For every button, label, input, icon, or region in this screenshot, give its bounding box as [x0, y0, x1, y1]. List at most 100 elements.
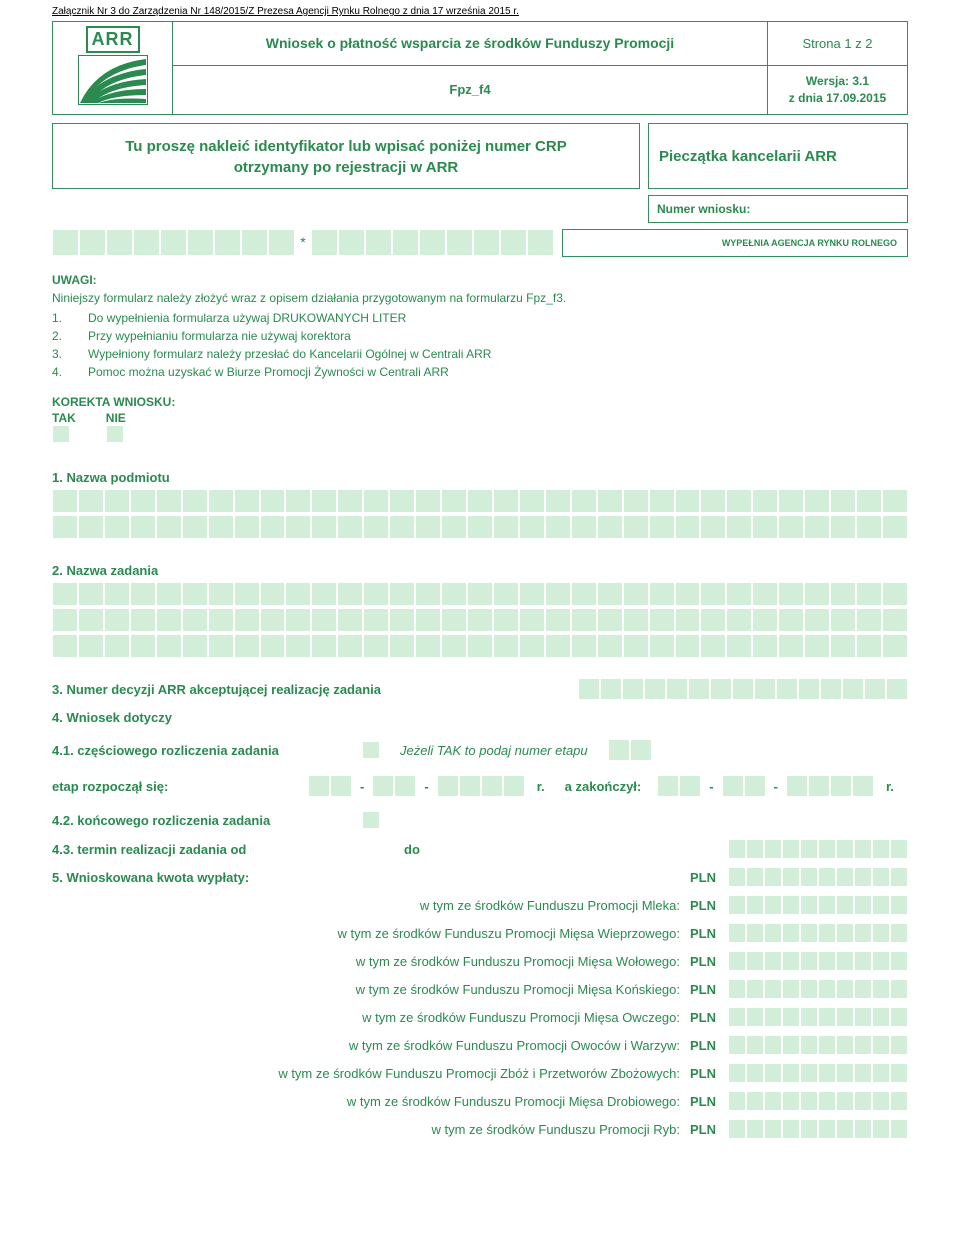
- input-cell[interactable]: [890, 979, 908, 999]
- input-cell[interactable]: [700, 582, 726, 606]
- input-cell[interactable]: [856, 515, 882, 539]
- input-cell[interactable]: [800, 923, 818, 943]
- input-cell[interactable]: [872, 839, 890, 859]
- input-cell[interactable]: [786, 775, 808, 797]
- input-cell[interactable]: [746, 951, 764, 971]
- input-cell[interactable]: [836, 951, 854, 971]
- input-cell[interactable]: [808, 775, 830, 797]
- input-cell[interactable]: [545, 608, 571, 632]
- input-cell[interactable]: [726, 582, 752, 606]
- final-settlement-checkbox[interactable]: [362, 811, 380, 829]
- input-cell[interactable]: [800, 867, 818, 887]
- input-cell[interactable]: [467, 515, 493, 539]
- input-cell[interactable]: [800, 839, 818, 859]
- input-cell[interactable]: [752, 634, 778, 658]
- input-cell[interactable]: [836, 1091, 854, 1111]
- input-cell[interactable]: [372, 775, 394, 797]
- input-cell[interactable]: [311, 489, 337, 513]
- input-cell[interactable]: [700, 515, 726, 539]
- input-cell[interactable]: [241, 229, 268, 256]
- input-cell[interactable]: [675, 515, 701, 539]
- input-cell[interactable]: [493, 582, 519, 606]
- input-cell[interactable]: [623, 515, 649, 539]
- start-month[interactable]: [372, 775, 416, 797]
- input-cell[interactable]: [623, 489, 649, 513]
- input-cell[interactable]: [308, 775, 330, 797]
- input-cell[interactable]: [800, 1007, 818, 1027]
- input-cell[interactable]: [104, 634, 130, 658]
- input-cell[interactable]: [818, 1063, 836, 1083]
- input-cell[interactable]: [208, 608, 234, 632]
- input-cell[interactable]: [52, 634, 78, 658]
- input-cell[interactable]: [78, 489, 104, 513]
- input-cell[interactable]: [800, 1063, 818, 1083]
- input-cell[interactable]: [782, 951, 800, 971]
- start-year[interactable]: [437, 775, 525, 797]
- input-cell[interactable]: [285, 582, 311, 606]
- input-cell[interactable]: [337, 608, 363, 632]
- input-cell[interactable]: [208, 489, 234, 513]
- input-cell[interactable]: [260, 582, 286, 606]
- input-cell[interactable]: [764, 1007, 782, 1027]
- input-cell[interactable]: [437, 775, 459, 797]
- input-cell[interactable]: [818, 951, 836, 971]
- input-cell[interactable]: [260, 489, 286, 513]
- input-cell[interactable]: [830, 582, 856, 606]
- input-cell[interactable]: [818, 979, 836, 999]
- input-cell[interactable]: [208, 634, 234, 658]
- input-cell[interactable]: [800, 951, 818, 971]
- input-cell[interactable]: [330, 775, 352, 797]
- input-cell[interactable]: [493, 634, 519, 658]
- input-cell[interactable]: [130, 515, 156, 539]
- input-cell[interactable]: [571, 582, 597, 606]
- input-cell[interactable]: [890, 923, 908, 943]
- end-day[interactable]: [657, 775, 701, 797]
- input-cell[interactable]: [363, 608, 389, 632]
- input-cell[interactable]: [337, 582, 363, 606]
- input-cell[interactable]: [52, 489, 78, 513]
- input-cell[interactable]: [886, 678, 908, 700]
- input-cell[interactable]: [467, 582, 493, 606]
- input-cell[interactable]: [776, 678, 798, 700]
- input-cell[interactable]: [630, 739, 652, 761]
- requested-amount-grid[interactable]: [728, 867, 908, 887]
- input-cell[interactable]: [675, 634, 701, 658]
- input-cell[interactable]: [419, 229, 446, 256]
- input-cell[interactable]: [160, 229, 187, 256]
- input-cell[interactable]: [856, 582, 882, 606]
- input-cell[interactable]: [890, 1119, 908, 1139]
- input-cell[interactable]: [764, 867, 782, 887]
- decision-number-grid[interactable]: [578, 678, 908, 700]
- input-cell[interactable]: [600, 678, 622, 700]
- input-cell[interactable]: [622, 678, 644, 700]
- input-cell[interactable]: [854, 895, 872, 915]
- input-cell[interactable]: [818, 1007, 836, 1027]
- input-cell[interactable]: [459, 775, 481, 797]
- input-cell[interactable]: [854, 1007, 872, 1027]
- input-cell[interactable]: [503, 775, 525, 797]
- input-cell[interactable]: [389, 608, 415, 632]
- input-cell[interactable]: [882, 489, 908, 513]
- input-cell[interactable]: [649, 515, 675, 539]
- input-cell[interactable]: [214, 229, 241, 256]
- input-cell[interactable]: [234, 582, 260, 606]
- input-cell[interactable]: [800, 1035, 818, 1055]
- crp-number-grid-right[interactable]: [311, 229, 554, 257]
- input-cell[interactable]: [778, 515, 804, 539]
- input-cell[interactable]: [260, 515, 286, 539]
- input-cell[interactable]: [820, 678, 842, 700]
- input-cell[interactable]: [764, 923, 782, 943]
- input-cell[interactable]: [854, 1035, 872, 1055]
- input-cell[interactable]: [818, 923, 836, 943]
- korekta-tak-checkbox[interactable]: [52, 425, 70, 443]
- input-cell[interactable]: [890, 1091, 908, 1111]
- input-cell[interactable]: [666, 678, 688, 700]
- input-cell[interactable]: [818, 895, 836, 915]
- input-cell[interactable]: [597, 608, 623, 632]
- input-cell[interactable]: [728, 1035, 746, 1055]
- input-cell[interactable]: [764, 1119, 782, 1139]
- input-cell[interactable]: [778, 608, 804, 632]
- input-cell[interactable]: [728, 923, 746, 943]
- input-cell[interactable]: [818, 867, 836, 887]
- input-cell[interactable]: [890, 951, 908, 971]
